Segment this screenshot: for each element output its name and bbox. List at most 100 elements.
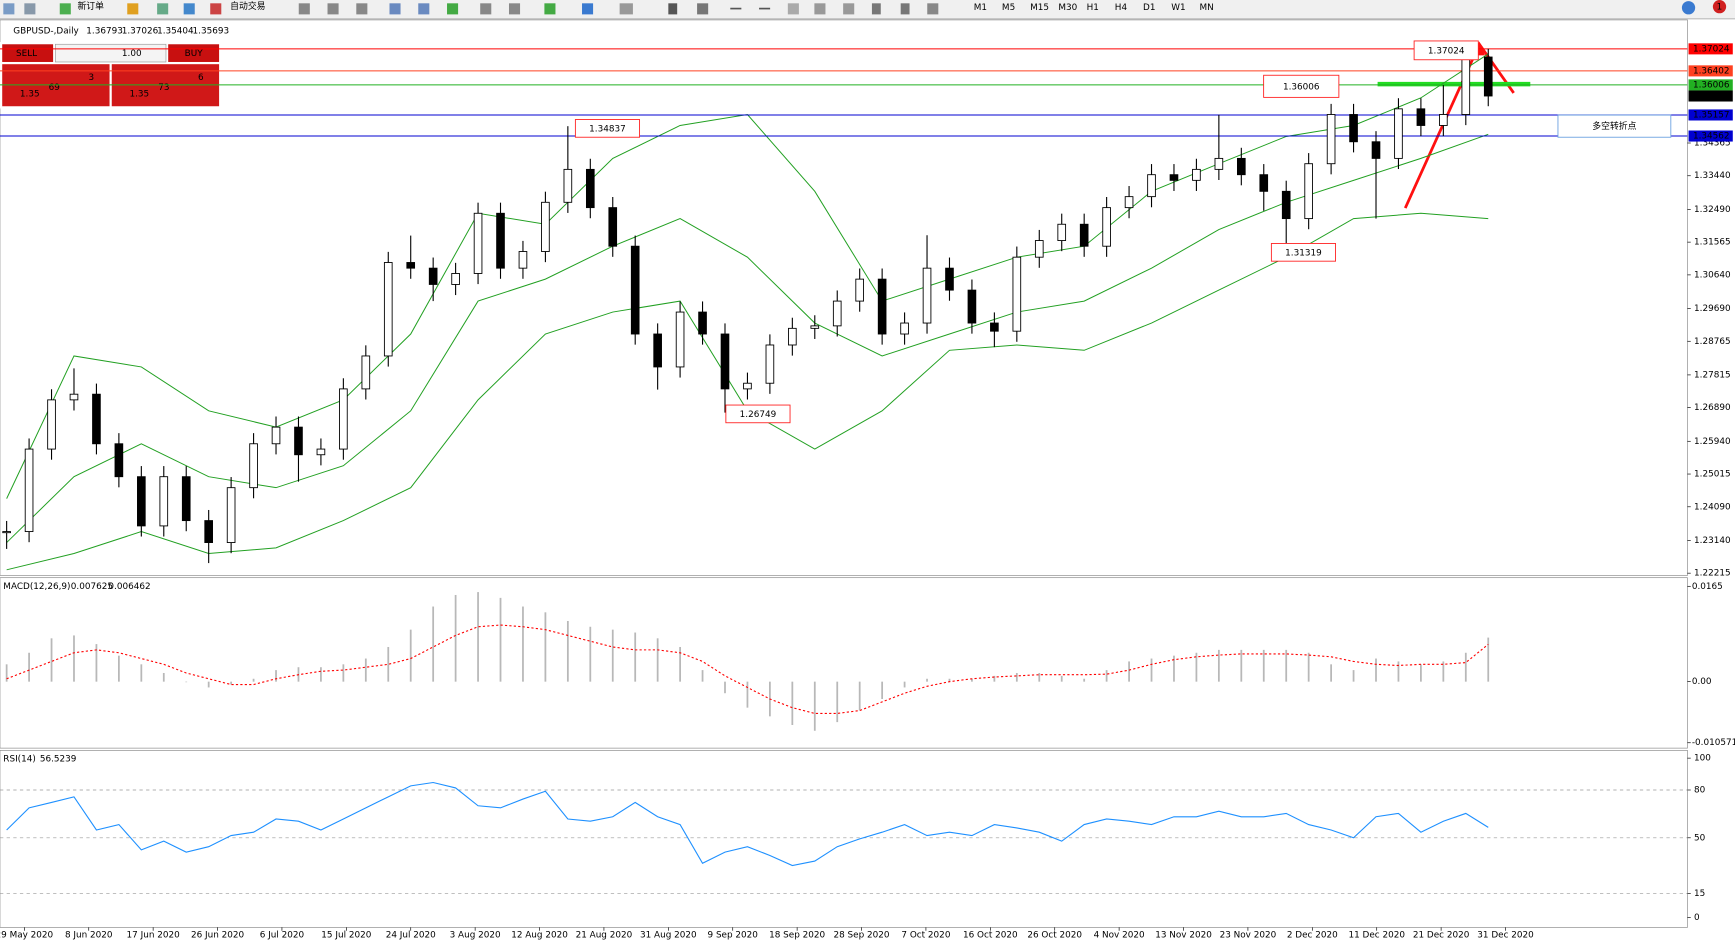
x-tick-label: 2 Dec 2020 [1287,931,1338,941]
icon [730,7,742,10]
macd-bar [28,652,30,682]
y-tick-label: 1.22215 [1694,569,1731,579]
macd-bar [364,658,367,682]
candle-body [585,168,595,209]
timeframe-button[interactable]: H1 [1087,3,1099,13]
rsi-y-tick-label: 0 [1694,913,1700,923]
icon [619,3,633,15]
macd-label: MACD(12,26,9) [3,582,70,592]
icon [24,3,36,15]
y-tick-label: 1.33440 [1694,171,1731,181]
macd-bar [320,667,322,682]
timeframe-button[interactable]: H4 [1115,3,1128,13]
candle-body [361,355,371,390]
icon [787,3,799,15]
price-pips: 69 [49,83,60,93]
x-tick-label: 16 Oct 2020 [963,931,1018,941]
macd-bar [544,612,547,682]
price-tag [1688,43,1733,55]
macd-bar [1464,652,1467,682]
icon [210,3,222,15]
lot-value[interactable]: 1.00 [122,49,142,59]
icon [582,3,594,15]
macd-bar [1060,675,1063,682]
toolbar-button[interactable]: 自动交易 [230,0,265,12]
macd-bar [1217,649,1220,682]
candle-body [608,207,618,247]
price-annotation-box [725,404,791,424]
macd-bar [275,670,277,682]
price-big-figure: 1.35 [129,90,149,100]
rsi-frame [0,749,1688,928]
rsi-y-tick-label: 15 [1694,889,1705,899]
buy-label[interactable]: BUY [185,49,204,59]
macd-bar [185,681,188,683]
candle-body [1394,108,1403,159]
timeframe-button[interactable]: M15 [1030,3,1049,13]
candle-body [967,289,977,324]
price-tag-label: 1.34562 [1693,132,1730,142]
icon [544,3,556,15]
macd-bar [1083,678,1086,682]
candle-body [271,426,281,445]
icon [668,3,678,15]
timeframe-button[interactable]: W1 [1171,3,1185,13]
y-tick-label: 1.24090 [1694,502,1731,512]
x-tick-label: 8 Jun 2020 [65,931,113,941]
macd-y-tick-label: -0.010571 [1692,738,1735,748]
lot-input[interactable] [54,43,167,63]
macd-bar [73,635,75,682]
candle-body [541,201,550,252]
timeframe-button[interactable]: D1 [1143,3,1155,13]
timeframe-button[interactable]: M1 [974,3,987,13]
price-tag [1688,109,1733,121]
macd-bar [589,626,592,682]
notification-badge[interactable] [1712,0,1727,14]
sell-label[interactable]: SELL [16,49,37,59]
timeframe-button[interactable]: MN [1199,3,1213,13]
price-pips: 73 [158,83,169,93]
toolbar-button[interactable]: 新订单 [77,0,104,12]
icon [59,3,71,15]
candle-body [406,262,416,269]
macd-bar [1487,637,1490,682]
candle-body [922,267,932,324]
macd-bar [836,681,839,723]
macd-bar [1195,652,1198,682]
candle-body [428,267,438,285]
bid-tag [1688,90,1733,102]
icon [871,3,881,15]
x-tick-label: 28 Sep 2020 [833,931,889,941]
price-tag [1688,79,1733,91]
candle-body [675,311,685,368]
macd-bar [1262,649,1265,682]
macd-bar [1173,655,1175,682]
candle-body [788,327,797,346]
icon [843,3,855,15]
timeframe-button[interactable]: M30 [1058,3,1077,13]
macd-bar [252,678,255,682]
macd-bar [971,678,973,682]
candle-body [1281,190,1291,220]
rsi-y-tick-label: 50 [1694,833,1706,843]
candle-body [496,212,505,269]
candle-body [69,393,79,401]
candle-body [563,168,573,203]
timeframe-button[interactable]: M5 [1002,3,1015,13]
x-tick-label: 31 Dec 2020 [1477,931,1534,941]
x-tick-label: 26 Oct 2020 [1027,931,1082,941]
x-tick-label: 21 Dec 2020 [1413,931,1470,941]
macd-bar [656,638,659,682]
candle-body [137,476,146,527]
x-tick-label: 11 Dec 2020 [1348,931,1405,941]
macd-bar [1397,661,1400,682]
icon [127,3,139,15]
candle-body [1214,157,1224,170]
x-tick-label: 3 Aug 2020 [450,931,501,941]
candle-body [1349,114,1358,143]
macd-bar [387,646,390,682]
macd-bar [409,629,412,682]
candle-body [2,531,11,534]
candle-body [1439,114,1448,126]
x-tick-label: 23 Nov 2020 [1220,931,1277,941]
